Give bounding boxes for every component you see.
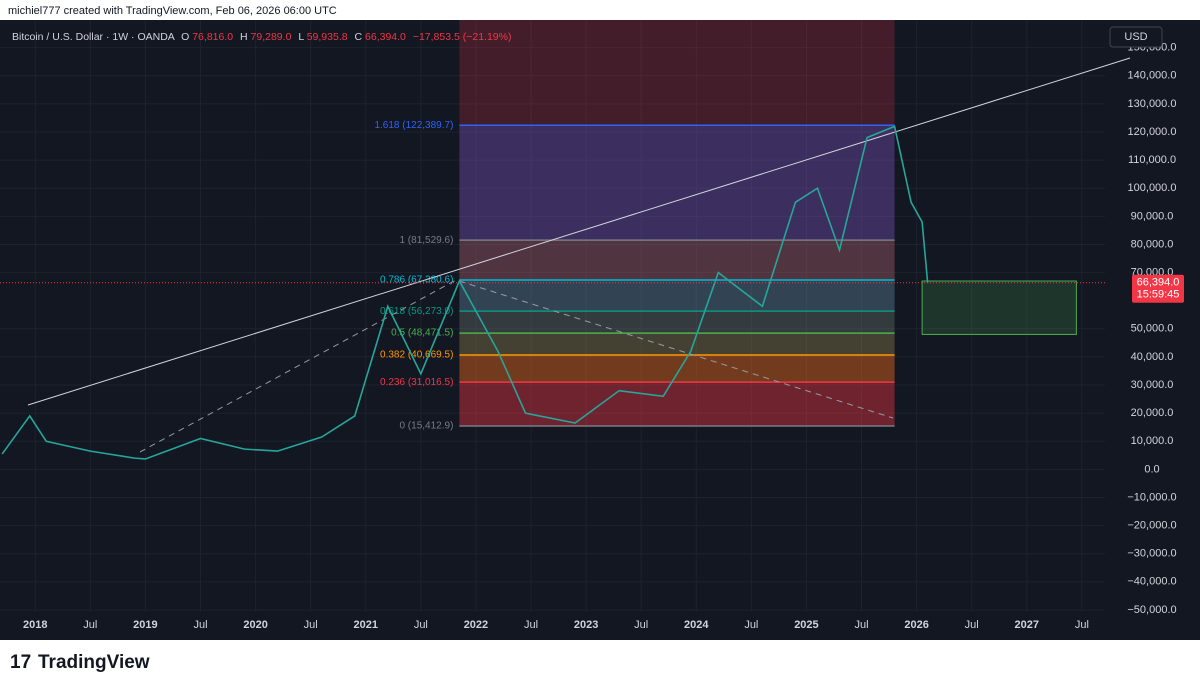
x-tick-label: Jul bbox=[524, 619, 538, 631]
trend-line bbox=[27, 57, 1131, 406]
fib-label: 0 (15,412.9) bbox=[399, 421, 453, 432]
currency: USD bbox=[1124, 31, 1147, 43]
x-tick-label: Jul bbox=[965, 619, 979, 631]
symbol: Bitcoin / U.S. Dollar · 1W · OANDA bbox=[12, 31, 175, 43]
x-tick-label: Jul bbox=[744, 619, 758, 631]
x-tick-label: Jul bbox=[414, 619, 428, 631]
x-tick-label: Jul bbox=[854, 619, 868, 631]
ohlc-value: 59,935.8 bbox=[307, 31, 348, 43]
x-tick-label: Jul bbox=[193, 619, 207, 631]
fib-band bbox=[459, 311, 895, 334]
price-tag: 66,394.0 bbox=[1137, 277, 1180, 289]
price-line bbox=[1, 125, 929, 460]
y-tick-label: −20,000.0 bbox=[1127, 520, 1176, 532]
x-tick-label: 2027 bbox=[1015, 619, 1039, 631]
x-tick-label: 2020 bbox=[243, 619, 267, 631]
fib-band bbox=[459, 125, 895, 241]
x-tick-label: Jul bbox=[83, 619, 97, 631]
change: −17,853.5 (−21.19%) bbox=[413, 31, 512, 43]
x-tick-label: 2026 bbox=[904, 619, 928, 631]
x-tick-label: 2019 bbox=[133, 619, 157, 631]
y-tick-label: −10,000.0 bbox=[1127, 491, 1176, 503]
x-tick-label: 2021 bbox=[354, 619, 378, 631]
y-tick-label: −40,000.0 bbox=[1127, 576, 1176, 588]
y-tick-label: 20,000.0 bbox=[1131, 407, 1174, 419]
fib-backdrop bbox=[459, 20, 895, 427]
price-tag-bg bbox=[1132, 274, 1184, 303]
y-tick-label: 90,000.0 bbox=[1131, 210, 1174, 222]
x-tick-label: Jul bbox=[634, 619, 648, 631]
y-tick-label: 30,000.0 bbox=[1131, 379, 1174, 391]
dashed-line bbox=[139, 279, 894, 453]
header: michiel777 created with TradingView.com,… bbox=[8, 5, 337, 17]
x-tick-label: 2023 bbox=[574, 619, 598, 631]
x-tick-label: Jul bbox=[1075, 619, 1089, 631]
ohlc-value: 76,816.0 bbox=[192, 31, 233, 43]
ohlc-value: 79,289.0 bbox=[251, 31, 292, 43]
fib-label: 1.618 (122,389.7) bbox=[374, 120, 453, 131]
fib-label: 0.382 (40,669.5) bbox=[380, 350, 453, 361]
ohlc-key: L bbox=[298, 31, 304, 43]
fib-band bbox=[459, 240, 895, 280]
fib-label: 0.5 (48,471.5) bbox=[391, 328, 453, 339]
x-tick-label: 2018 bbox=[23, 619, 47, 631]
target-zone bbox=[921, 280, 1077, 335]
fib-band bbox=[459, 355, 895, 383]
y-tick-label: 110,000.0 bbox=[1128, 154, 1176, 166]
fib-label: 0.236 (31,016.5) bbox=[380, 377, 453, 388]
fib-band bbox=[459, 279, 895, 312]
y-tick-label: −50,000.0 bbox=[1127, 604, 1176, 616]
y-tick-label: 130,000.0 bbox=[1128, 98, 1177, 110]
ohlc-key: H bbox=[240, 31, 248, 43]
y-tick-label: 80,000.0 bbox=[1131, 238, 1174, 250]
fib-label: 0.786 (67,380.6) bbox=[380, 275, 453, 286]
y-tick-label: 140,000.0 bbox=[1128, 70, 1177, 82]
y-tick-label: −30,000.0 bbox=[1127, 548, 1176, 560]
fib-label: 1 (81,529.6) bbox=[399, 235, 453, 246]
y-tick-label: 10,000.0 bbox=[1131, 435, 1174, 447]
y-tick-label: 100,000.0 bbox=[1128, 182, 1177, 194]
logo-mark: 17 bbox=[10, 652, 31, 673]
y-tick-label: 120,000.0 bbox=[1128, 126, 1177, 138]
y-tick-label: 40,000.0 bbox=[1131, 351, 1174, 363]
ohlc-value: 66,394.0 bbox=[365, 31, 406, 43]
x-tick-label: 2024 bbox=[684, 619, 709, 631]
x-tick-label: Jul bbox=[304, 619, 318, 631]
y-tick-label: 0.0 bbox=[1144, 463, 1159, 475]
fib-band bbox=[459, 333, 895, 356]
logo: TradingView bbox=[38, 652, 150, 673]
legend: Bitcoin / U.S. Dollar · 1W · OANDA O 76,… bbox=[12, 31, 511, 43]
x-tick-label: 2025 bbox=[794, 619, 818, 631]
ohlc-key: C bbox=[355, 31, 363, 43]
x-tick-label: 2022 bbox=[464, 619, 488, 631]
currency-box[interactable] bbox=[1109, 26, 1163, 48]
chart-bg bbox=[0, 20, 1200, 640]
fib-band bbox=[459, 382, 895, 427]
fib-label: 0.618 (56,273.0) bbox=[380, 306, 453, 317]
ohlc-key: O bbox=[181, 31, 189, 43]
countdown: 15:59:45 bbox=[1137, 289, 1180, 301]
y-tick-label: 50,000.0 bbox=[1131, 323, 1174, 335]
